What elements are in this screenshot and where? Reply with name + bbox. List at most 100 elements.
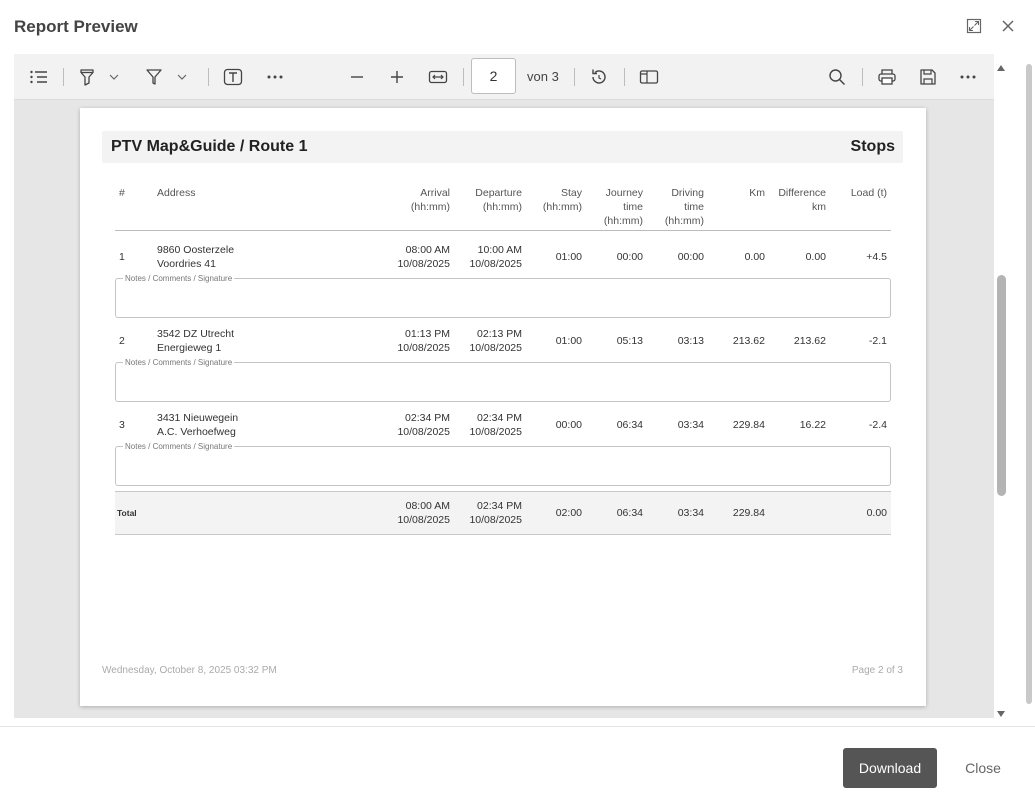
row-1-arrival: 08:00 AM 10/08/2025	[397, 244, 450, 270]
more-icon[interactable]	[264, 65, 286, 89]
toolbar-divider	[574, 68, 575, 86]
row-2-difference: 213.62	[793, 335, 826, 347]
close-button[interactable]: Close	[965, 760, 1001, 776]
more-icon[interactable]	[957, 65, 979, 89]
page-count-label: von 3	[527, 69, 559, 84]
save-icon[interactable]	[917, 65, 939, 89]
col-header-km: Km	[749, 187, 765, 199]
total-label: Total	[117, 508, 137, 518]
toolbar-divider	[624, 68, 625, 86]
dialog-footer: Download Close	[0, 726, 1035, 808]
row-1-departure: 10:00 AM 10/08/2025	[469, 244, 522, 270]
row-2-journey: 05:13	[616, 335, 643, 347]
row-3-address: 3431 Nieuwegein A.C. Verhoefweg	[157, 412, 239, 438]
outline-icon[interactable]	[28, 65, 50, 89]
report-footer-date: Wednesday, October 8, 2025 03:32 PM	[102, 665, 277, 676]
highlight-icon[interactable]	[76, 65, 98, 89]
download-button[interactable]: Download	[843, 748, 937, 788]
col-header-difference-km: Difference km	[778, 187, 826, 213]
row-3-arrival: 02:34 PM 10/08/2025	[397, 412, 450, 438]
notes-label: Notes / Comments / Signature	[123, 442, 235, 452]
scroll-down-icon[interactable]	[996, 705, 1006, 723]
print-icon[interactable]	[876, 65, 898, 89]
toolbar-divider	[862, 68, 863, 86]
toolbar-divider	[208, 68, 209, 86]
chevron-down-icon[interactable]	[108, 65, 120, 89]
total-driving: 03:34	[677, 507, 704, 519]
col-header-journey-time: Journey time (hh:mm)	[603, 187, 643, 227]
row-2-num: 2	[119, 335, 125, 347]
scrollbar-thumb[interactable]	[997, 275, 1006, 496]
col-header-address: Address	[157, 187, 196, 199]
row-3-load: -2.4	[868, 419, 887, 431]
row-3-journey: 06:34	[616, 419, 643, 431]
row-3-km: 229.84	[732, 419, 765, 431]
total-departure: 02:34 PM 10/08/2025	[469, 500, 522, 526]
row-1-stay: 01:00	[555, 251, 582, 263]
row-3-stay: 00:00	[555, 419, 582, 431]
scroll-up-icon[interactable]	[996, 59, 1006, 77]
row-1-notes-field[interactable]: Notes / Comments / Signature	[115, 274, 891, 318]
search-icon[interactable]	[826, 65, 848, 89]
col-header-num: #	[119, 187, 125, 199]
row-3-driving: 03:34	[677, 419, 704, 431]
row-1-difference: 0.00	[805, 251, 826, 263]
row-2-load: -2.1	[868, 335, 887, 347]
notes-label: Notes / Comments / Signature	[123, 358, 235, 368]
row-2-stay: 01:00	[555, 335, 582, 347]
total-arrival: 08:00 AM 10/08/2025	[397, 500, 450, 526]
report-section-title: Stops	[850, 138, 895, 155]
row-2-km: 213.62	[732, 335, 765, 347]
dialog-scrollbar[interactable]	[1026, 54, 1034, 724]
dialog-header: Report Preview	[0, 0, 1035, 54]
col-header-driving-time: Driving time (hh:mm)	[664, 187, 704, 227]
zoom-in-icon[interactable]	[387, 65, 407, 89]
page-view-icon[interactable]	[638, 65, 660, 89]
col-header-departure: Departure (hh:mm)	[475, 187, 522, 213]
row-3-difference: 16.22	[799, 419, 826, 431]
row-2-arrival: 01:13 PM 10/08/2025	[397, 328, 450, 354]
viewer-scrollbar[interactable]	[994, 54, 1008, 718]
toolbar-divider	[63, 68, 64, 86]
report-title: PTV Map&Guide / Route 1	[111, 138, 308, 155]
viewer-toolbar: von 3	[14, 54, 994, 100]
row-3-num: 3	[119, 419, 125, 431]
rotate-icon[interactable]	[588, 65, 610, 89]
close-icon[interactable]	[998, 16, 1018, 36]
row-2-departure: 02:13 PM 10/08/2025	[469, 328, 522, 354]
zoom-out-icon[interactable]	[347, 65, 367, 89]
total-load: 0.00	[866, 507, 887, 519]
text-box-icon[interactable]	[222, 65, 244, 89]
row-1-journey: 00:00	[616, 251, 643, 263]
dialog-title: Report Preview	[14, 17, 138, 36]
chevron-down-icon[interactable]	[176, 65, 188, 89]
header-divider	[115, 230, 891, 231]
row-1-address: 9860 Oosterzele Voordries 41	[157, 244, 235, 270]
row-2-notes-field[interactable]: Notes / Comments / Signature	[115, 358, 891, 402]
row-2-driving: 03:13	[677, 335, 704, 347]
total-stay: 02:00	[555, 507, 582, 519]
page-number-input[interactable]	[471, 58, 516, 94]
row-2-address: 3542 DZ Utrecht Energieweg 1	[157, 328, 235, 354]
row-3-notes-field[interactable]: Notes / Comments / Signature	[115, 442, 891, 486]
row-1-num: 1	[119, 251, 125, 263]
report-footer-page: Page 2 of 3	[851, 665, 903, 676]
filter-icon[interactable]	[143, 65, 165, 89]
dialog-scrollbar-thumb[interactable]	[1026, 64, 1032, 704]
row-3-departure: 02:34 PM 10/08/2025	[469, 412, 522, 438]
report-page: PTV Map&Guide / Route 1 Stops # Address …	[80, 108, 926, 706]
row-1-km: 0.00	[744, 251, 765, 263]
col-header-load: Load (t)	[850, 187, 887, 199]
toolbar-divider	[463, 68, 464, 86]
notes-label: Notes / Comments / Signature	[123, 274, 235, 284]
report-title-bar: PTV Map&Guide / Route 1 Stops	[102, 131, 903, 163]
total-km: 229.84	[732, 507, 765, 519]
total-row: Total	[115, 491, 891, 535]
row-1-load: +4.5	[866, 251, 887, 263]
total-journey: 06:34	[616, 507, 643, 519]
expand-icon[interactable]	[964, 16, 984, 36]
col-header-stay: Stay (hh:mm)	[542, 187, 582, 213]
row-1-driving: 00:00	[677, 251, 704, 263]
fit-width-icon[interactable]	[427, 65, 449, 89]
